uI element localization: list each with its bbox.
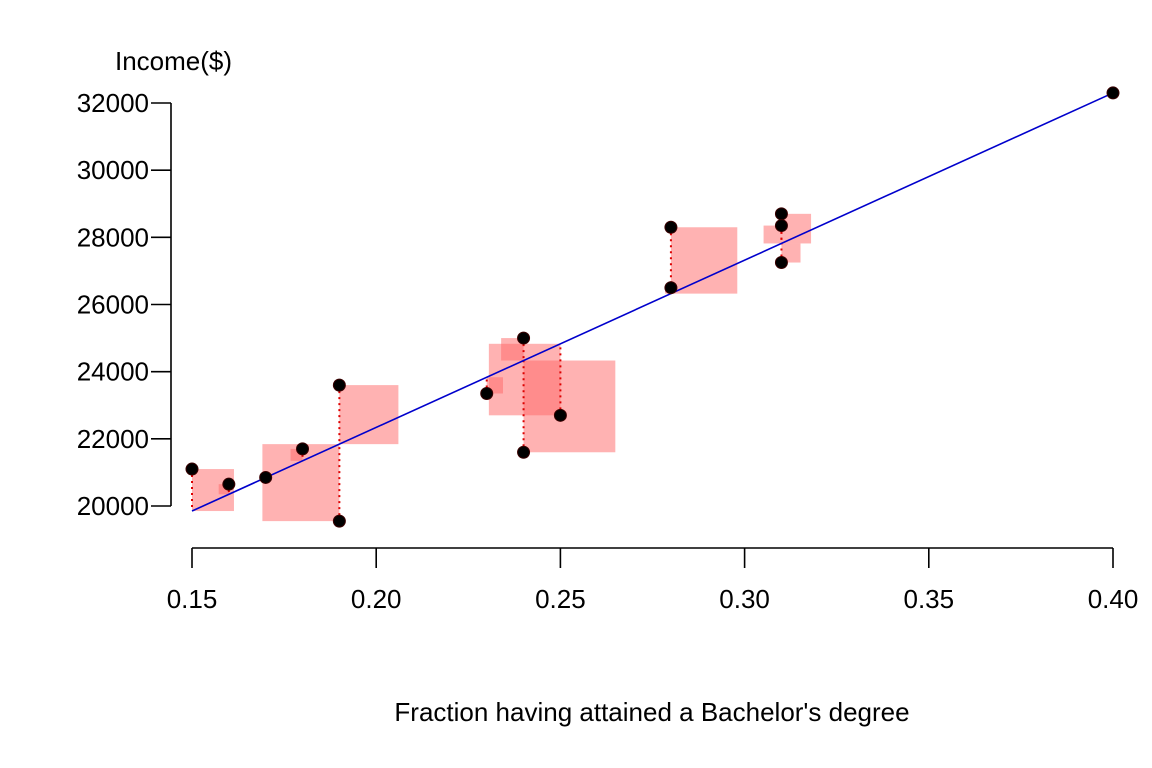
residual-square xyxy=(488,343,561,416)
y-tick-label: 26000 xyxy=(77,290,149,320)
x-tick-label: 0.20 xyxy=(351,584,402,614)
data-point xyxy=(1106,86,1120,100)
data-points-layer xyxy=(185,86,1120,528)
data-point xyxy=(774,207,788,221)
x-tick-label: 0.40 xyxy=(1088,584,1139,614)
data-point xyxy=(774,219,788,233)
data-point xyxy=(332,378,346,392)
regression-line xyxy=(191,92,1114,512)
data-point xyxy=(664,281,678,295)
residual-square xyxy=(339,385,399,445)
residual-squares-layer xyxy=(192,213,812,522)
data-point xyxy=(517,331,531,345)
y-axis-label: Income($) xyxy=(115,46,232,76)
data-point xyxy=(774,256,788,270)
x-tick-label: 0.35 xyxy=(903,584,954,614)
residual-square xyxy=(670,227,738,294)
data-point xyxy=(517,445,531,459)
y-tick-label: 32000 xyxy=(77,88,149,118)
y-tick-label: 28000 xyxy=(77,222,149,252)
data-point xyxy=(259,470,273,484)
data-point xyxy=(553,408,567,422)
data-point xyxy=(664,220,678,234)
data-point xyxy=(185,462,199,476)
y-tick-label: 30000 xyxy=(77,155,149,185)
x-tick-label: 0.15 xyxy=(167,584,218,614)
residual-square xyxy=(218,484,229,495)
data-point xyxy=(480,386,494,400)
axes-layer: 20000 22000 24000 26000 28000 30000 32000 0.15 0… xyxy=(77,88,1139,614)
data-point xyxy=(296,442,310,456)
x-axis-label: Fraction having attained a Bachelor's de… xyxy=(394,697,909,727)
residual-square xyxy=(781,243,801,263)
x-tick-label: 0.30 xyxy=(719,584,770,614)
fit-line-layer xyxy=(191,92,1114,512)
y-tick-label: 20000 xyxy=(77,491,149,521)
y-tick-label: 22000 xyxy=(77,424,149,454)
y-tick-label: 24000 xyxy=(77,357,149,387)
data-point xyxy=(332,514,346,528)
x-tick-label: 0.25 xyxy=(535,584,586,614)
data-point xyxy=(222,477,236,491)
residual-square xyxy=(262,444,340,522)
